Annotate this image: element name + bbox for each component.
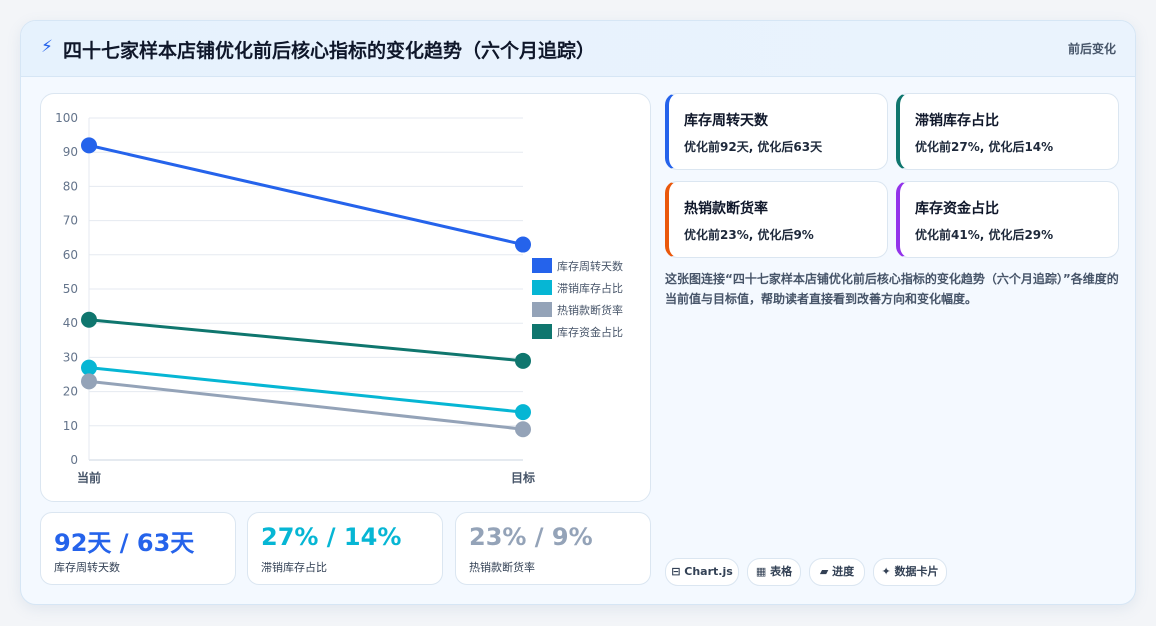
- lightning-icon: ⚡: [41, 37, 53, 57]
- series-line: [88, 379, 524, 431]
- metric-title: 库存资金占比: [915, 201, 999, 217]
- stat-value: 23% / 9%: [469, 523, 593, 551]
- y-tick-label: 10: [63, 419, 78, 433]
- legend-swatch: [532, 280, 552, 295]
- y-tick-label: 60: [63, 248, 78, 262]
- page-title: 四十七家样本店铺优化前后核心指标的变化趋势（六个月追踪）: [63, 40, 596, 62]
- data-point: [81, 359, 97, 376]
- chart-svg: 0 10 20 30 40 50 60 70 80 90 100 当前 目标 库存周转天数滞销库存占比热销…: [55, 111, 623, 485]
- stat-label: 滞销库存占比: [261, 561, 327, 574]
- y-tick-label: 90: [63, 145, 78, 159]
- series-line: [88, 318, 524, 363]
- y-tick-label: 0: [70, 453, 78, 467]
- y-tick-label: 80: [63, 179, 78, 193]
- y-tick-label: 50: [63, 282, 78, 296]
- pill-data-card[interactable]: ✦ 数据卡片: [873, 558, 947, 586]
- metric-title: 滞销库存占比: [915, 113, 999, 129]
- card-header: ⚡ 四十七家样本店铺优化前后核心指标的变化趋势（六个月追踪） 前后变化: [21, 21, 1135, 77]
- stat-label: 热销款断货率: [469, 561, 535, 574]
- pill-progress[interactable]: ▰ 进度: [809, 558, 865, 586]
- y-tick-label: 20: [63, 385, 78, 399]
- stat-label: 库存周转天数: [54, 561, 120, 574]
- legend-label: 热销款断货率: [557, 303, 623, 317]
- stat-card-stockout: 23% / 9% 热销款断货率: [455, 512, 651, 585]
- y-tick-label: 30: [63, 350, 78, 364]
- data-point: [515, 404, 531, 421]
- data-point: [81, 311, 97, 328]
- metric-card-capital: 库存资金占比 优化前41%, 优化后29%: [896, 181, 1119, 258]
- x-tick-label: 当前: [77, 470, 101, 485]
- metric-title: 库存周转天数: [684, 113, 768, 129]
- data-point: [515, 352, 531, 369]
- header-tag: 前后变化: [1067, 42, 1116, 56]
- metric-value: 优化前27%, 优化后14%: [915, 140, 1054, 154]
- metric-value: 优化前41%, 优化后29%: [915, 228, 1054, 242]
- stat-card-slow-stock: 27% / 14% 滞销库存占比: [247, 512, 443, 585]
- legend-label: 滞销库存占比: [557, 281, 623, 295]
- chart-description: 这张图连接“四十七家样本店铺优化前后核心指标的变化趋势（六个月追踪）”各维度的当…: [665, 272, 1119, 306]
- series-line: [88, 143, 524, 247]
- y-tick-label: 40: [63, 316, 78, 330]
- legend-swatch: [532, 258, 552, 273]
- metric-title: 热销款断货率: [684, 201, 768, 217]
- stat-value: 92天 / 63天: [54, 529, 195, 557]
- line-chart: 0 10 20 30 40 50 60 70 80 90 100 当前 目标 库存周转天数 滞销库存占比 热销…: [40, 93, 651, 502]
- pill-chartjs[interactable]: ⊟ Chart.js: [665, 558, 739, 586]
- y-tick-label: 100: [55, 111, 78, 125]
- legend-swatch: [532, 324, 552, 339]
- series-line: [88, 366, 524, 414]
- metric-card-stockout: 热销款断货率 优化前23%, 优化后9%: [665, 181, 888, 258]
- metric-card-turnover: 库存周转天数 优化前92天, 优化后63天: [665, 93, 888, 170]
- metric-value: 优化前92天, 优化后63天: [684, 140, 823, 154]
- data-point: [81, 137, 97, 154]
- legend-swatch: [532, 302, 552, 317]
- legend-label: 库存周转天数: [557, 259, 623, 273]
- data-point: [515, 421, 531, 438]
- x-tick-label: 目标: [511, 470, 535, 485]
- metric-value: 优化前23%, 优化后9%: [684, 228, 814, 242]
- dashboard-card: ⚡ 四十七家样本店铺优化前后核心指标的变化趋势（六个月追踪） 前后变化 0 10 2…: [20, 20, 1136, 605]
- data-point: [515, 236, 531, 253]
- y-tick-label: 70: [63, 214, 78, 228]
- stat-card-turnover: 92天 / 63天 库存周转天数: [40, 512, 236, 585]
- data-point: [81, 373, 97, 390]
- metric-card-slow-stock: 滞销库存占比 优化前27%, 优化后14%: [896, 93, 1119, 170]
- legend-label: 库存资金占比: [557, 325, 623, 339]
- pill-table[interactable]: ▦ 表格: [747, 558, 801, 586]
- stat-value: 27% / 14%: [261, 523, 402, 551]
